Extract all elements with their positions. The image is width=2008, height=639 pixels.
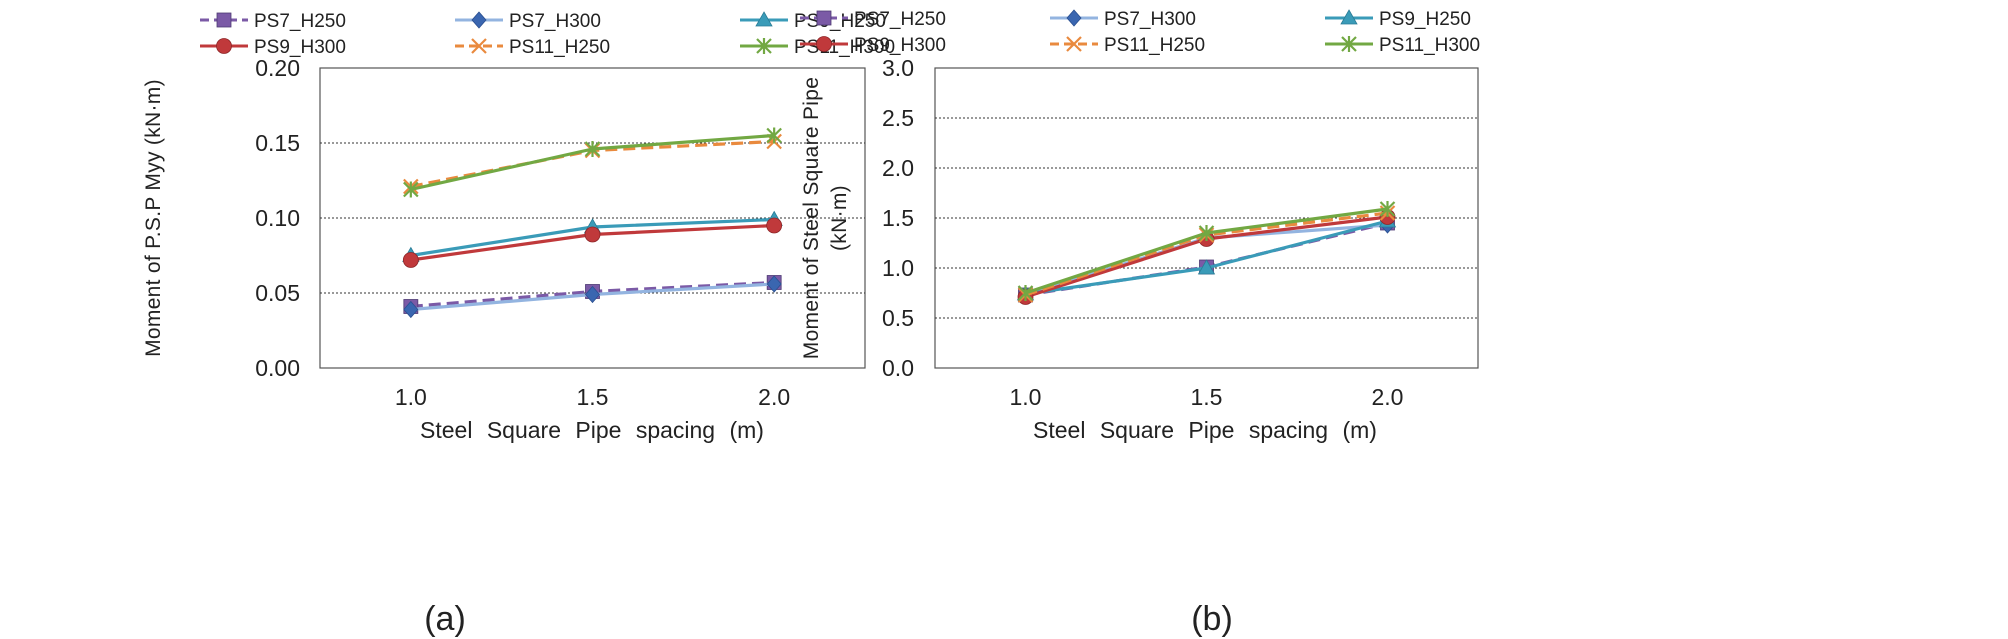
x-tick-label: 2.0	[1372, 384, 1404, 410]
legend-entry: PS9_H250	[1325, 9, 1471, 30]
y-tick-label: 0.00	[255, 355, 300, 381]
x-tick-label: 1.0	[1010, 384, 1042, 410]
y-tick-label: 2.0	[882, 155, 914, 181]
legend-entry: PS11_H250	[1050, 35, 1205, 56]
y-tick-label: 0.0	[882, 355, 914, 381]
legend-label: PS7_H250	[254, 11, 346, 32]
x-axis-title: Steel Square Pipe spacing (m)	[1033, 417, 1377, 443]
y-tick-label: 2.5	[882, 105, 914, 131]
panel-label: (b)	[1191, 600, 1233, 638]
data-point	[1017, 285, 1034, 301]
y-tick-label: 1.5	[882, 205, 914, 231]
legend-entry: PS11_H300	[1325, 35, 1480, 56]
x-tick-label: 2.0	[758, 384, 790, 410]
legend-label: PS11_H300	[1379, 35, 1480, 56]
data-point	[402, 252, 419, 268]
x-axis-title: Steel Square Pipe spacing (m)	[420, 417, 764, 443]
y-axis-title-line: Moment of Steel Square Pipe	[800, 77, 823, 359]
x-tick-label: 1.5	[577, 384, 609, 410]
legend-marker	[216, 38, 232, 54]
series-PS9_H300	[1017, 209, 1396, 305]
legend-marker	[216, 12, 232, 28]
y-tick-label: 3.0	[882, 55, 914, 81]
legend-marker	[1340, 9, 1358, 25]
y-tick-label: 0.20	[255, 55, 300, 81]
legend-marker	[816, 36, 832, 52]
legend-label: PS7_H300	[1104, 9, 1196, 30]
y-tick-label: 1.0	[882, 255, 914, 281]
data-point	[766, 127, 782, 144]
legend-label: PS7_H250	[854, 9, 946, 30]
legend-label: PS9_H300	[254, 37, 346, 58]
legend-entry: PS7_H250	[800, 9, 946, 30]
series-PS9_H300	[402, 217, 783, 268]
legend-label: PS11_H250	[509, 37, 610, 58]
chart-panel-a: 0.00 0.05 0.10 0.15 0.20 1.0 1.5 2.0 Steel Squar…	[142, 11, 895, 638]
legend-marker	[1066, 9, 1082, 27]
chart-panel-b: 0.0 0.5 1.0 1.5 2.0 2.5 3.0 1.0 1.5 2.0 Steel Squa…	[800, 9, 1480, 638]
legend-marker	[816, 10, 832, 26]
y-axis-title: Moment of P.S.P Myy (kN·m)	[142, 79, 165, 357]
legend-marker	[755, 11, 773, 27]
legend-marker	[471, 11, 487, 29]
legend-label: PS7_H300	[509, 11, 601, 32]
series-PS11_H300	[403, 127, 782, 198]
legend-marker	[1341, 36, 1357, 52]
legend-label: PS11_H250	[1104, 35, 1205, 56]
legend-entry: PS7_H300	[455, 11, 601, 32]
data-point	[584, 226, 601, 243]
legend-marker	[471, 38, 487, 54]
legend-label: PS9_H300	[854, 35, 946, 56]
y-tick-label: 0.05	[255, 280, 300, 306]
panel-label: (a)	[424, 600, 466, 638]
data-point	[1197, 259, 1216, 275]
data-point	[584, 141, 601, 157]
data-point	[1198, 225, 1215, 241]
series-PS7_H300	[403, 275, 782, 319]
legend-entry: PS7_H250	[200, 11, 346, 32]
data-point	[584, 285, 601, 304]
legend-marker	[1066, 36, 1082, 52]
series-PS11_H300	[1017, 201, 1396, 301]
data-point	[403, 300, 419, 319]
y-tick-label: 0.10	[255, 205, 300, 231]
legend-marker	[756, 38, 772, 54]
legend-entry: PS7_H300	[1050, 9, 1196, 30]
data-point	[403, 181, 419, 198]
y-tick-label: 0.15	[255, 130, 300, 156]
y-tick-label: 0.5	[882, 305, 914, 331]
legend-entry: PS11_H250	[455, 37, 610, 58]
x-tick-label: 1.0	[395, 384, 427, 410]
data-point	[766, 275, 782, 293]
x-tick-label: 1.5	[1191, 384, 1223, 410]
y-axis-title-line: (kN·m)	[828, 185, 851, 251]
data-point	[1379, 201, 1396, 217]
data-point	[766, 217, 783, 234]
legend-entry: PS9_H300	[800, 35, 946, 56]
legend-entry: PS9_H300	[200, 37, 346, 58]
legend-label: PS9_H250	[1379, 9, 1471, 30]
